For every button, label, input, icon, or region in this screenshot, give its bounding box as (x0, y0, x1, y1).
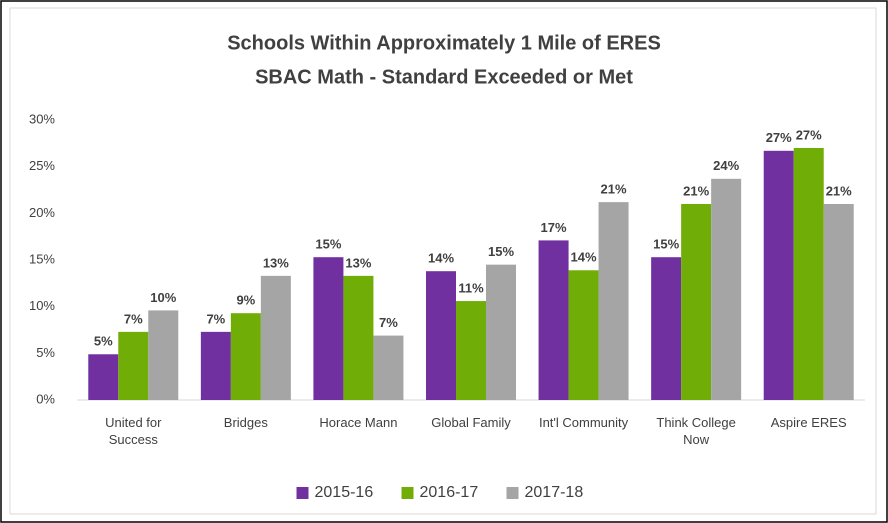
bar (681, 204, 712, 400)
data-label: 9% (236, 293, 255, 308)
bar (343, 275, 374, 400)
data-label: 21% (601, 182, 627, 197)
bar (823, 204, 854, 400)
data-label: 15% (315, 237, 341, 252)
x-tick-label: Horace Mann (319, 415, 398, 430)
bar (148, 310, 179, 400)
data-label: 5% (94, 334, 113, 349)
bar (486, 264, 516, 400)
bar (260, 275, 291, 400)
bar (230, 313, 261, 400)
bar (313, 257, 344, 400)
x-tick-label: Global Family (431, 415, 511, 430)
data-label: 7% (379, 315, 398, 330)
data-label: 14% (571, 250, 597, 265)
legend-swatch (296, 487, 309, 499)
legend-swatch (401, 487, 414, 499)
data-label: 10% (150, 290, 176, 305)
y-tick-label: 15% (29, 251, 55, 266)
x-tick-label: Aspire ERES (770, 415, 847, 430)
data-label: 7% (124, 311, 143, 326)
legend-swatch (506, 487, 519, 499)
bar (118, 331, 149, 400)
bar (763, 150, 794, 400)
bar (373, 335, 404, 400)
x-tick-label: United for Success (105, 415, 162, 447)
chart-title: Schools Within Approximately 1 Mile of E… (227, 32, 661, 54)
data-label: 21% (826, 183, 852, 198)
legend-label: 2016-17 (420, 484, 479, 501)
data-label: 14% (428, 251, 454, 266)
x-tick-label: Think College Now (656, 415, 736, 447)
data-label: 27% (766, 130, 792, 145)
chart-border (9, 7, 877, 515)
data-label: 11% (458, 281, 484, 296)
data-label: 15% (653, 237, 679, 252)
data-label: 27% (796, 127, 822, 142)
bar (88, 354, 119, 400)
bar (200, 331, 231, 400)
x-tick-label: Bridges (223, 415, 268, 430)
y-tick-label: 0% (36, 391, 55, 406)
data-label: 15% (488, 244, 514, 259)
data-label: 13% (263, 255, 289, 270)
bar (538, 240, 569, 400)
y-tick-label: 25% (29, 158, 55, 173)
legend-label: 2015-16 (315, 484, 374, 501)
legend-label: 2017-18 (525, 484, 584, 501)
y-tick-label: 5% (36, 345, 55, 360)
bar (598, 202, 629, 400)
x-tick-label: Int'l Community (538, 415, 629, 430)
bar (711, 178, 742, 400)
bar (793, 148, 824, 400)
data-label: 17% (541, 220, 567, 235)
data-label: 13% (345, 255, 371, 270)
y-tick-label: 20% (29, 205, 55, 220)
data-label: 21% (683, 183, 709, 198)
bar (651, 257, 682, 400)
y-tick-label: 30% (29, 111, 55, 126)
data-label: 24% (713, 158, 739, 173)
bar (456, 301, 486, 400)
bar (568, 270, 599, 400)
data-label: 7% (206, 311, 225, 326)
bar (426, 271, 456, 400)
chart-subtitle: SBAC Math - Standard Exceeded or Met (255, 66, 633, 88)
y-tick-label: 10% (29, 298, 55, 313)
